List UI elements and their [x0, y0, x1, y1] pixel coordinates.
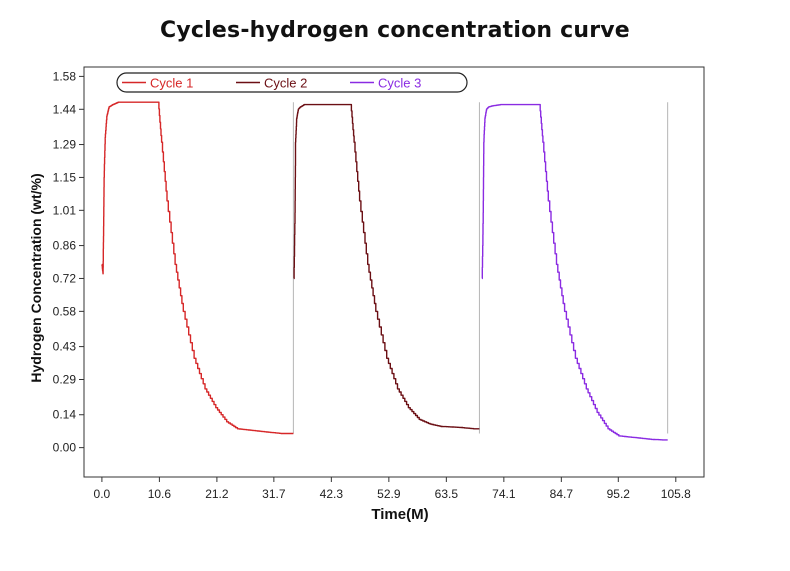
series-line-cycle-3 [481, 103, 668, 441]
y-tick-label: 0.00 [53, 441, 77, 455]
y-tick-label: 0.58 [53, 304, 77, 318]
cycle-separators [292, 102, 669, 434]
x-tick-label: 84.7 [550, 487, 574, 501]
y-axis: 0.00 0.14 0.29 0.43 0.58 0.72 0.86 1.01 1.15 1.29… [53, 69, 84, 455]
legend-label: Cycle 2 [264, 76, 307, 91]
x-tick-label: 10.6 [148, 487, 172, 501]
series-line-cycle-2 [293, 103, 480, 430]
legend-label: Cycle 1 [150, 76, 193, 91]
y-tick-label: 1.29 [53, 138, 77, 152]
y-tick-label: 0.72 [53, 271, 77, 285]
legend[interactable]: Cycle 1 Cycle 2 Cycle 3 [116, 72, 468, 93]
y-tick-label: 0.29 [53, 372, 77, 386]
y-tick-label: 0.86 [53, 239, 77, 253]
plot-area [83, 66, 705, 478]
x-tick-label: 21.2 [205, 487, 229, 501]
x-tick-label: 74.1 [492, 487, 516, 501]
x-axis-label: Time(M) [371, 506, 428, 523]
x-tick-label: 31.7 [262, 487, 286, 501]
x-tick-label: 105.8 [661, 487, 691, 501]
series-lines [101, 101, 668, 441]
y-axis-label: Hydrogen Concentration (wt/%) [28, 173, 44, 382]
y-tick-label: 1.58 [53, 69, 77, 83]
y-tick-label: 0.43 [53, 340, 77, 354]
legend-box [116, 72, 468, 93]
y-tick-label: 1.15 [53, 170, 77, 184]
legend-label: Cycle 3 [378, 76, 421, 91]
chart-title: Cycles-hydrogen concentration curve [160, 18, 630, 43]
x-tick-label: 42.3 [320, 487, 344, 501]
y-tick-label: 1.44 [53, 102, 77, 116]
x-tick-label: 95.2 [607, 487, 631, 501]
x-tick-label: 0.0 [94, 487, 111, 501]
x-tick-label: 52.9 [377, 487, 401, 501]
y-tick-label: 1.01 [53, 203, 77, 217]
series-line-cycle-1 [101, 101, 294, 435]
x-axis: 0.0 10.6 21.2 31.7 42.3 52.9 63.5 74.1 84.7 95.2 1… [94, 477, 691, 501]
y-tick-label: 0.14 [53, 408, 77, 422]
x-tick-label: 63.5 [435, 487, 459, 501]
plot-border [83, 66, 705, 478]
